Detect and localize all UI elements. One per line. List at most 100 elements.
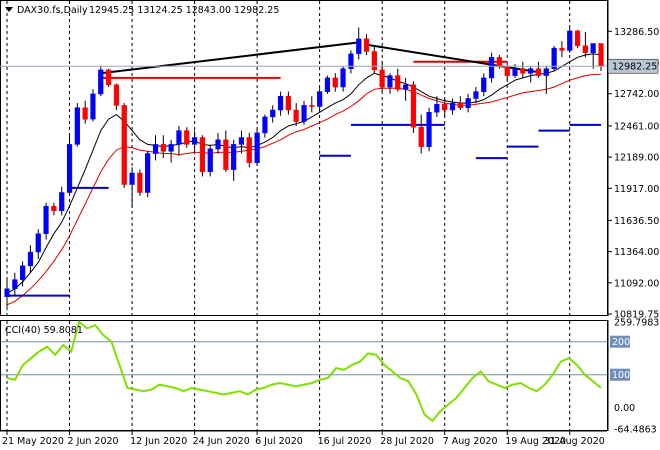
dropdown-triangle-icon[interactable] <box>5 7 13 12</box>
candle-body <box>90 93 96 120</box>
candle-body <box>598 43 604 67</box>
candle <box>176 126 182 156</box>
candle-body <box>481 77 487 92</box>
candle-body <box>20 265 26 280</box>
candle <box>309 96 315 113</box>
current-price-tag-box <box>607 58 659 74</box>
price-tick-label: 11092.00 <box>614 278 659 289</box>
candle <box>332 73 338 92</box>
candle-body <box>356 38 362 55</box>
candle-body <box>246 137 252 163</box>
candle-body <box>574 30 581 47</box>
candle <box>27 245 34 273</box>
candle <box>371 46 377 74</box>
candle-body <box>363 38 370 52</box>
cci-label: CCI(40) 59.8081 <box>5 325 83 336</box>
cci-tick-label: 259.7983 <box>614 318 659 329</box>
candle <box>301 100 307 125</box>
candle <box>262 114 268 138</box>
candle-body <box>168 144 174 152</box>
candle-body <box>512 68 518 76</box>
candle <box>35 229 41 259</box>
candle-body <box>4 288 10 298</box>
candle-body <box>488 57 495 79</box>
price-tick-label: 13286.50 <box>614 27 659 38</box>
candle-body <box>121 105 127 185</box>
candle <box>270 105 276 123</box>
candle-body <box>262 116 268 134</box>
candle-body <box>504 66 510 76</box>
date-tick-label: 21 May 2020 <box>2 436 64 447</box>
candle-body <box>559 47 565 51</box>
candle <box>481 73 487 97</box>
cci-level-label: 200 <box>612 337 630 348</box>
cci-vertical-grid <box>6 321 571 430</box>
candle-body <box>160 144 166 152</box>
candle <box>324 75 331 94</box>
candle <box>395 68 401 92</box>
candle <box>457 96 463 110</box>
date-tick-label: 12 Jun 2020 <box>130 436 187 447</box>
candle <box>59 186 65 216</box>
candle-body <box>27 251 34 267</box>
candle <box>121 103 127 188</box>
candle <box>12 272 18 296</box>
candle <box>488 52 495 83</box>
candle-body <box>457 102 463 108</box>
candle <box>449 98 456 115</box>
candle <box>74 103 80 147</box>
date-tick-label: 19 Aug 2020 <box>505 436 566 447</box>
date-tick-label: 7 Aug 2020 <box>443 436 498 447</box>
candle-body <box>340 68 346 88</box>
candle <box>317 88 323 110</box>
candle-body <box>528 68 534 74</box>
candle-body <box>199 137 206 173</box>
candle <box>574 29 581 49</box>
price-tick-label: 12189.00 <box>614 153 659 164</box>
cci-levels <box>1 341 607 376</box>
candle <box>465 93 471 113</box>
price-tick-label: 11636.50 <box>614 216 659 227</box>
candle <box>106 68 112 88</box>
candle <box>387 73 393 94</box>
candle <box>160 135 166 159</box>
candle-body <box>145 153 151 193</box>
candle-body <box>403 84 409 90</box>
candle <box>551 45 557 71</box>
candle-body <box>535 68 542 76</box>
candle <box>277 91 284 116</box>
candle-body <box>387 75 393 88</box>
candle-body <box>324 77 331 92</box>
date-axis: 21 May 2020 2 Jun 2020 12 Jun 2020 24 Jun 2… <box>0 430 607 447</box>
candle-body <box>51 205 57 212</box>
candle <box>223 130 229 172</box>
candle <box>20 261 26 287</box>
candle-body <box>301 105 307 122</box>
cci-level-label: 100 <box>612 370 630 381</box>
candle-body <box>82 107 88 120</box>
candle <box>528 66 534 83</box>
candle-body <box>74 107 80 145</box>
candle-body <box>442 103 448 111</box>
candle-body <box>223 139 229 170</box>
candle <box>215 132 221 154</box>
ohlc-label: 12945.25 13124.25 12843.00 12982.25 <box>89 5 279 16</box>
candle <box>90 89 96 122</box>
current-price-tag: 12982.25 <box>607 58 659 74</box>
candle <box>340 66 346 92</box>
candle-body <box>277 95 284 111</box>
cci-level-tag <box>610 368 630 381</box>
candle <box>51 202 57 216</box>
candle <box>238 130 245 154</box>
candle <box>145 151 151 198</box>
candle <box>152 135 159 161</box>
chart-header: DAX30.fs,Daily 12945.25 13124.25 12843.0… <box>5 5 279 16</box>
candle-body <box>254 132 260 163</box>
candle-body <box>551 47 557 69</box>
candle-body <box>371 51 377 71</box>
price-tick-label: 12742.00 <box>614 89 659 100</box>
candle <box>410 81 417 133</box>
price-pane <box>0 0 608 316</box>
price-tick-label: 11364.00 <box>614 247 659 258</box>
